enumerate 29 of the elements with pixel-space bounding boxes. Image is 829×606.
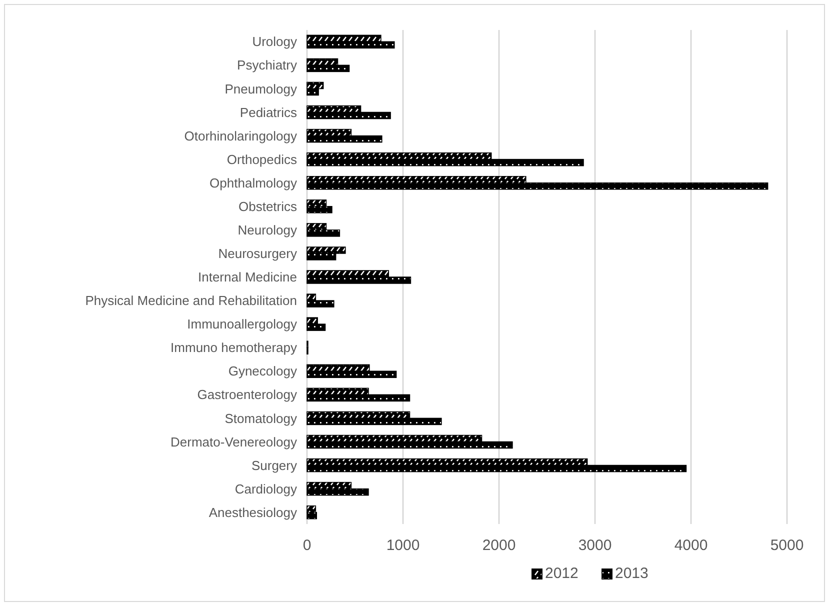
y-tick-label: Neurology bbox=[238, 222, 298, 238]
y-tick-label: Obstetrics bbox=[238, 198, 298, 214]
y-tick-label: Dermato-Venereology bbox=[170, 434, 298, 450]
x-tick-label: 3000 bbox=[578, 537, 612, 554]
y-tick-label: Ophthalmology bbox=[210, 175, 298, 190]
legend-label: 2012 bbox=[545, 565, 578, 582]
y-tick-label: Pediatrics bbox=[240, 104, 298, 120]
y-tick-label: Anesthesiology bbox=[208, 504, 298, 520]
y-tick-label: Urology bbox=[252, 34, 298, 50]
y-tick-label: Pneumology bbox=[224, 81, 298, 96]
y-tick-label: Immunoallergology bbox=[187, 316, 298, 332]
y-tick-label: Surgery bbox=[251, 458, 298, 473]
y-tick-label: Orthopedics bbox=[226, 152, 298, 167]
y-tick-label: Immuno hemotherapy bbox=[170, 340, 298, 356]
x-tick-label: 1000 bbox=[386, 537, 420, 554]
y-tick-label: Otorhinolaringology bbox=[184, 128, 298, 144]
y-tick-label: Internal Medicine bbox=[198, 270, 297, 285]
x-tick-label: 4000 bbox=[674, 537, 708, 554]
y-tick-label: Psychiatry bbox=[237, 58, 298, 73]
y-tick-label: Neurosurgery bbox=[218, 246, 298, 262]
x-tick-label: 2000 bbox=[482, 537, 516, 554]
x-tick-label: 5000 bbox=[770, 537, 804, 554]
legend-label: 2013 bbox=[615, 565, 648, 582]
y-tick-label: Cardiology bbox=[234, 481, 298, 496]
y-tick-label: Gynecology bbox=[228, 364, 298, 379]
y-tick-label: Gastroenterology bbox=[197, 387, 298, 402]
y-tick-label: Physical Medicine and Rehabilitation bbox=[85, 293, 297, 308]
y-tick-label: Stomatology bbox=[224, 410, 298, 426]
x-tick-label: 0 bbox=[302, 537, 312, 554]
